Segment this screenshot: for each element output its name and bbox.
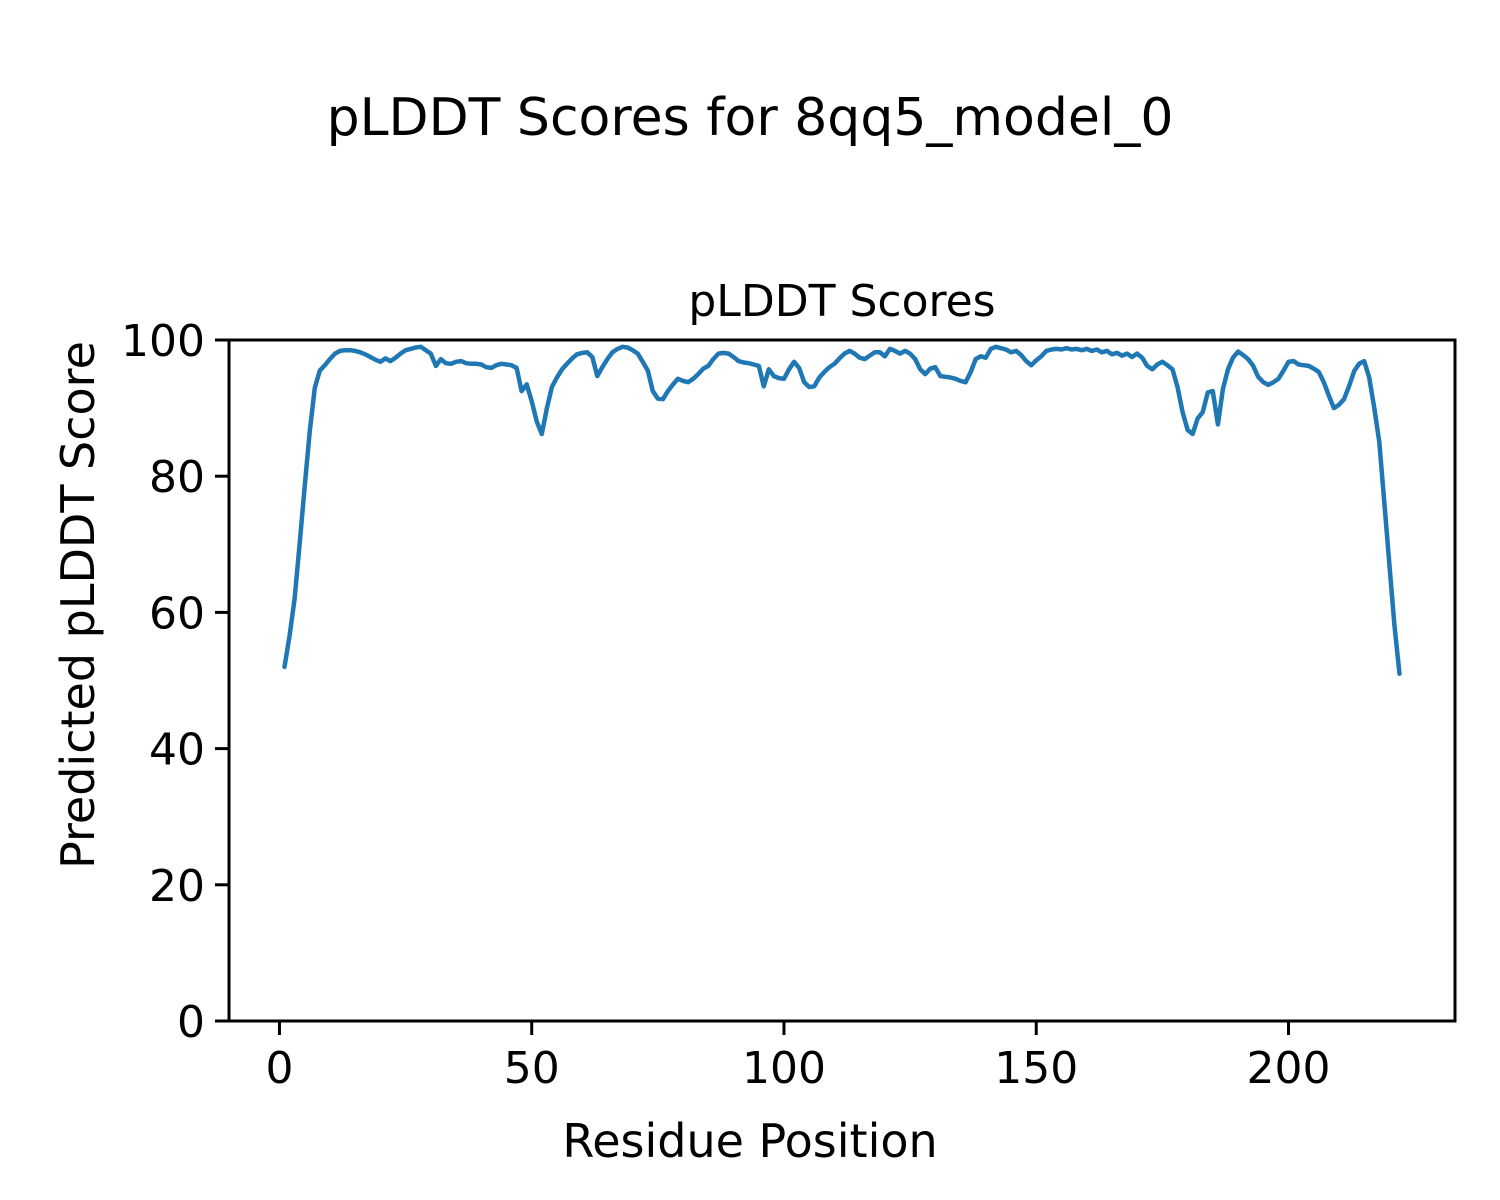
y-tick-label: 100 <box>121 316 205 367</box>
axis-ticks: 0 50 100 150 200 0 20 40 60 80 100 <box>121 316 1330 1094</box>
x-tick-label: 150 <box>994 1043 1078 1094</box>
axes-title: pLDDT Scores <box>688 276 996 327</box>
y-tick-label: 0 <box>177 997 205 1048</box>
axes-spines <box>227 338 1457 1023</box>
y-tick-label: 20 <box>149 861 205 912</box>
plddt-line <box>282 344 1402 676</box>
x-tick-label: 200 <box>1247 1043 1331 1094</box>
x-tick-label: 0 <box>265 1043 293 1094</box>
figure-title: pLDDT Scores for 8qq5_model_0 <box>326 88 1174 148</box>
y-tick-label: 80 <box>149 452 205 503</box>
y-tick-label: 40 <box>149 725 205 776</box>
x-axis-label: Residue Position <box>562 1114 938 1168</box>
x-tick-label: 100 <box>742 1043 826 1094</box>
y-tick-label: 60 <box>149 588 205 639</box>
x-tick-label: 50 <box>504 1043 560 1094</box>
